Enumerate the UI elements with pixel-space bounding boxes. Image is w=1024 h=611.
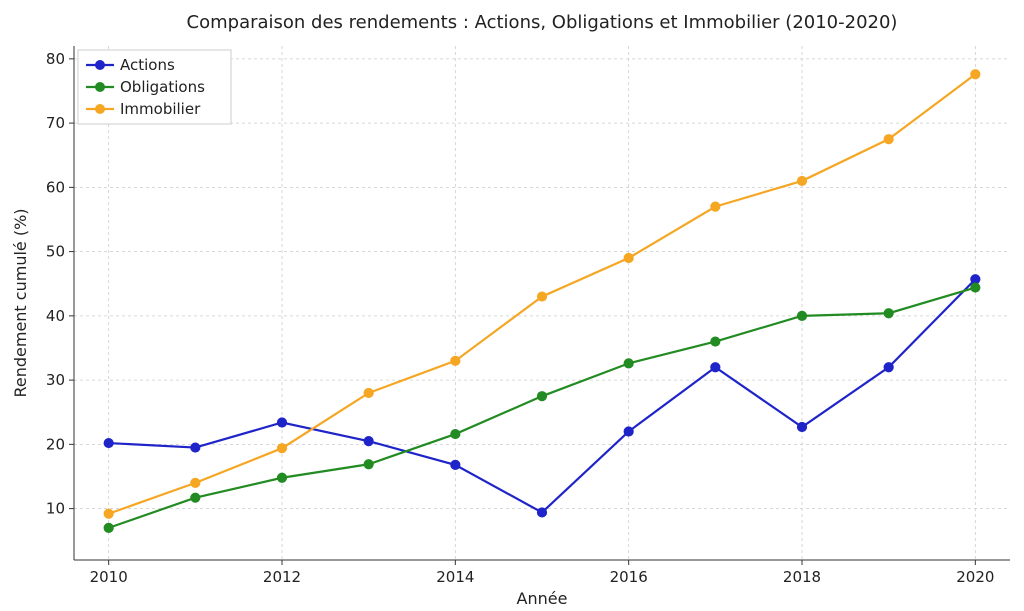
y-tick-label: 40 bbox=[46, 307, 65, 325]
series-marker-obligations bbox=[191, 493, 200, 502]
series-marker-actions bbox=[971, 275, 980, 284]
series-marker-obligations bbox=[624, 359, 633, 368]
y-tick-label: 80 bbox=[46, 50, 65, 68]
series-marker-immobilier bbox=[191, 478, 200, 487]
chart-title: Comparaison des rendements : Actions, Ob… bbox=[187, 12, 898, 33]
legend-sample-marker bbox=[96, 105, 105, 114]
series-marker-obligations bbox=[971, 283, 980, 292]
series-marker-obligations bbox=[278, 473, 287, 482]
series-marker-immobilier bbox=[364, 388, 373, 397]
series-marker-actions bbox=[884, 363, 893, 372]
series-marker-obligations bbox=[538, 392, 547, 401]
series-marker-actions bbox=[711, 363, 720, 372]
legend-label: Obligations bbox=[120, 78, 205, 96]
y-tick-label: 70 bbox=[46, 114, 65, 132]
legend-label: Actions bbox=[120, 56, 175, 74]
series-marker-immobilier bbox=[451, 356, 460, 365]
series-marker-immobilier bbox=[278, 444, 287, 453]
series-marker-immobilier bbox=[971, 70, 980, 79]
series-marker-obligations bbox=[104, 523, 113, 532]
y-tick-label: 20 bbox=[46, 435, 65, 453]
chart-container: 2010 2012 2014 2016 2018 2020 10 20 30 40 50 60 70 80… bbox=[0, 0, 1024, 611]
series-marker-obligations bbox=[451, 430, 460, 439]
y-axis-label: Rendement cumulé (%) bbox=[11, 208, 30, 397]
legend-sample-marker bbox=[96, 61, 105, 70]
legend-label: Immobilier bbox=[120, 100, 201, 118]
x-axis-label: Année bbox=[517, 589, 568, 608]
series-marker-actions bbox=[538, 508, 547, 517]
series-marker-immobilier bbox=[538, 292, 547, 301]
y-tick-label: 30 bbox=[46, 371, 65, 389]
y-tick-label: 60 bbox=[46, 178, 65, 196]
series-marker-immobilier bbox=[798, 176, 807, 185]
series-marker-actions bbox=[798, 423, 807, 432]
series-marker-actions bbox=[191, 443, 200, 452]
series-marker-obligations bbox=[364, 460, 373, 469]
series-marker-immobilier bbox=[104, 509, 113, 518]
x-tick-label: 2012 bbox=[263, 568, 301, 586]
series-marker-actions bbox=[278, 418, 287, 427]
x-tick-label: 2018 bbox=[783, 568, 821, 586]
x-tick-label: 2010 bbox=[90, 568, 128, 586]
series-marker-actions bbox=[451, 460, 460, 469]
x-tick-label: 2020 bbox=[956, 568, 994, 586]
series-marker-actions bbox=[364, 437, 373, 446]
series-marker-obligations bbox=[884, 309, 893, 318]
series-marker-actions bbox=[624, 427, 633, 436]
series-marker-immobilier bbox=[624, 254, 633, 263]
series-marker-obligations bbox=[711, 337, 720, 346]
chart-svg: 2010 2012 2014 2016 2018 2020 10 20 30 40 50 60 70 80… bbox=[0, 0, 1024, 611]
x-tick-label: 2016 bbox=[610, 568, 648, 586]
series-marker-actions bbox=[104, 439, 113, 448]
series-marker-obligations bbox=[798, 311, 807, 320]
y-tick-label: 10 bbox=[46, 500, 65, 518]
legend-sample-marker bbox=[96, 83, 105, 92]
x-tick-label: 2014 bbox=[436, 568, 474, 586]
series-marker-immobilier bbox=[884, 135, 893, 144]
series-marker-immobilier bbox=[711, 202, 720, 211]
y-tick-label: 50 bbox=[46, 243, 65, 261]
